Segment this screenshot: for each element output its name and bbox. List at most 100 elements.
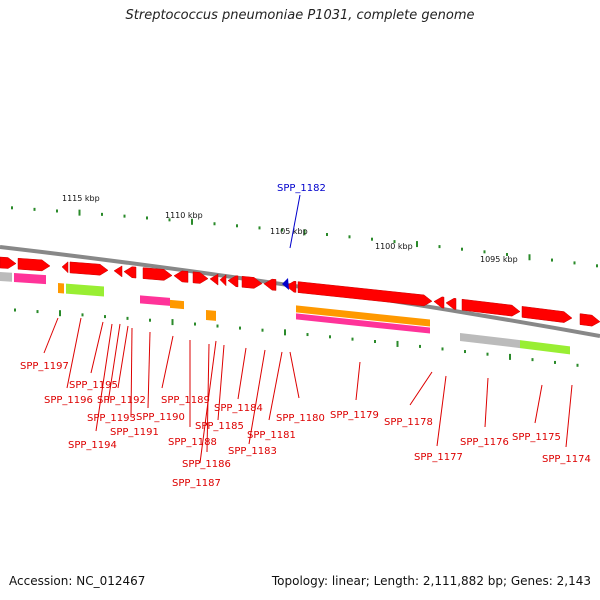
gene-arrow	[461, 298, 521, 317]
scale-label: 1095 kbp	[480, 255, 518, 264]
gene-band	[206, 310, 216, 321]
label-leader	[355, 361, 361, 401]
gene-label: SPP_1177	[414, 452, 463, 463]
lower-tick	[554, 360, 556, 364]
scale-tick	[236, 224, 238, 228]
scale-tick	[551, 258, 553, 262]
scale-tick	[483, 250, 486, 254]
gene-label: SPP_1187	[172, 478, 221, 489]
lower-tick	[531, 358, 534, 362]
lower-tick	[441, 347, 444, 351]
gene-band	[520, 340, 570, 355]
highlight-gene-arrow	[282, 278, 289, 290]
gene-features	[0, 256, 600, 355]
scale-tick	[168, 218, 171, 222]
accession-text: Accession: NC_012467	[9, 574, 146, 588]
lower-tick	[306, 333, 309, 337]
scale-label: 1105 kbp	[270, 227, 308, 236]
scale-tick	[191, 218, 193, 225]
gene-label: SPP_1190	[136, 412, 185, 423]
scale-label: 1115 kbp	[62, 194, 100, 203]
gene-arrow	[579, 313, 600, 327]
gene-label: SPP_1179	[330, 410, 379, 421]
gene-arrow	[173, 270, 189, 283]
scale-tick	[416, 241, 418, 248]
lower-tick	[374, 340, 376, 344]
label-leader	[147, 331, 151, 409]
lower-tick	[396, 340, 399, 347]
label-leader	[107, 323, 121, 404]
gene-label: SPP_1189	[161, 395, 210, 406]
gene-label: SPP_1181	[247, 430, 296, 441]
page-title: Streptococcus pneumoniae P1031, complete…	[125, 8, 475, 23]
gene-arrow	[241, 275, 263, 289]
label-leader	[248, 349, 266, 445]
gene-label: SPP_1195	[69, 380, 118, 391]
lower-tick	[14, 308, 16, 312]
gene-arrow	[142, 267, 173, 281]
label-leader	[130, 327, 133, 418]
scale-tick	[596, 264, 598, 268]
gene-label: SPP_1193	[87, 413, 136, 424]
label-leader	[484, 377, 489, 428]
gene-band	[296, 313, 430, 334]
scale-tick	[506, 253, 508, 257]
label-leader	[289, 351, 300, 399]
scale-tick	[303, 229, 306, 236]
scale-ticks	[11, 206, 598, 367]
scale-tick	[461, 247, 463, 251]
gene-arrow	[219, 274, 227, 287]
gene-label: SPP_1176	[460, 437, 509, 448]
gene-label: SPP_1188	[168, 437, 217, 448]
gene-arrow	[192, 271, 209, 284]
label-leader	[534, 384, 543, 424]
lower-tick	[351, 337, 354, 341]
label-leader	[268, 351, 283, 421]
lower-tick	[81, 313, 84, 317]
lower-tick	[104, 315, 106, 319]
highlight-leader	[289, 194, 301, 249]
lower-tick	[239, 326, 241, 330]
label-leader	[206, 343, 210, 453]
scale-tick	[348, 235, 351, 239]
gene-label: SPP_1194	[68, 440, 117, 451]
gene-label: SPP_1184	[214, 403, 263, 414]
gene-label: SPP_1186	[182, 459, 231, 470]
scale-tick	[371, 237, 373, 241]
gene-band	[170, 299, 184, 310]
gene-arrow	[521, 306, 573, 323]
gene-arrow	[61, 261, 69, 274]
scale-label: 1110 kbp	[165, 211, 203, 220]
gene-band	[460, 332, 520, 349]
gene-arrow	[113, 265, 123, 278]
label-leader	[217, 344, 225, 421]
highlight-marker: SPP_1182	[277, 183, 326, 290]
scale-tick	[393, 240, 396, 244]
lower-tick	[126, 316, 129, 320]
lower-tick	[149, 318, 151, 322]
label-leaders	[43, 317, 573, 464]
gene-arrow	[297, 281, 433, 307]
gene-arrow	[445, 298, 457, 310]
scale-labels: 1115 kbp 1110 kbp 1105 kbp 1100 kbp 1095 kbp	[62, 194, 518, 264]
gene-arrow	[227, 275, 239, 288]
lower-tick	[59, 310, 61, 317]
lower-tick	[486, 352, 489, 356]
lower-tick	[171, 319, 174, 326]
lower-tick	[261, 328, 264, 332]
scale-tick	[258, 226, 261, 230]
gene-label: SPP_1185	[195, 421, 244, 432]
label-leader	[436, 375, 447, 447]
scale-tick	[123, 214, 126, 218]
gene-arrow	[69, 261, 109, 276]
scale-tick	[56, 209, 58, 213]
scale-tick	[213, 222, 216, 226]
gene-label: SPP_1180	[276, 413, 325, 424]
lower-tick	[284, 329, 286, 336]
scale-tick	[101, 212, 103, 216]
lower-tick	[419, 344, 421, 348]
scale-tick	[78, 209, 81, 216]
gene-label: SPP_1191	[110, 427, 159, 438]
scale-tick	[146, 216, 148, 220]
